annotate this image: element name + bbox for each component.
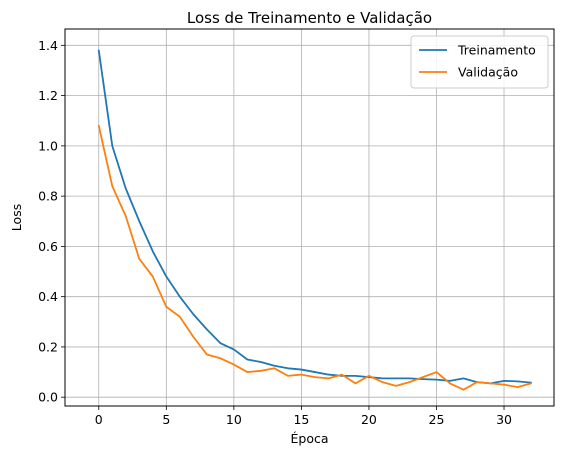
axis-ticks: 0 5 10 15 20 25 30 0.0 0.2 0.4 0.6 0.8 1.0 1.2 1.4	[38, 38, 512, 427]
y-tick-label: 1.0	[38, 138, 58, 153]
chart-title: Loss de Treinamento e Validação	[187, 9, 432, 27]
y-tick-label: 1.2	[38, 88, 58, 103]
x-tick-label: 20	[361, 412, 377, 427]
x-axis-label: Época	[290, 431, 328, 446]
x-tick-label: 10	[226, 412, 242, 427]
y-tick-label: 0.8	[38, 189, 58, 204]
y-axis-label: Loss	[9, 204, 24, 231]
legend-label-validacao: Validação	[458, 65, 518, 80]
x-tick-label: 5	[162, 412, 170, 427]
x-tick-label: 25	[429, 412, 445, 427]
x-tick-label: 15	[293, 412, 309, 427]
series-line-validacao	[97, 124, 532, 391]
legend-label-treinamento: Treinamento	[457, 43, 536, 58]
grid-lines	[65, 29, 554, 406]
legend-box	[410, 35, 549, 89]
y-tick-label: 0.0	[38, 390, 58, 405]
x-tick-label: 30	[496, 412, 512, 427]
plot-area-frame	[64, 28, 555, 407]
y-tick-label: 1.4	[38, 38, 58, 53]
series-line-treinamento	[97, 49, 532, 385]
legend: Treinamento Validação	[410, 35, 549, 89]
y-tick-label: 0.6	[38, 239, 58, 254]
y-tick-label: 0.2	[38, 339, 58, 354]
series-lines	[97, 49, 532, 391]
y-tick-label: 0.4	[38, 289, 58, 304]
x-tick-label: 0	[95, 412, 103, 427]
